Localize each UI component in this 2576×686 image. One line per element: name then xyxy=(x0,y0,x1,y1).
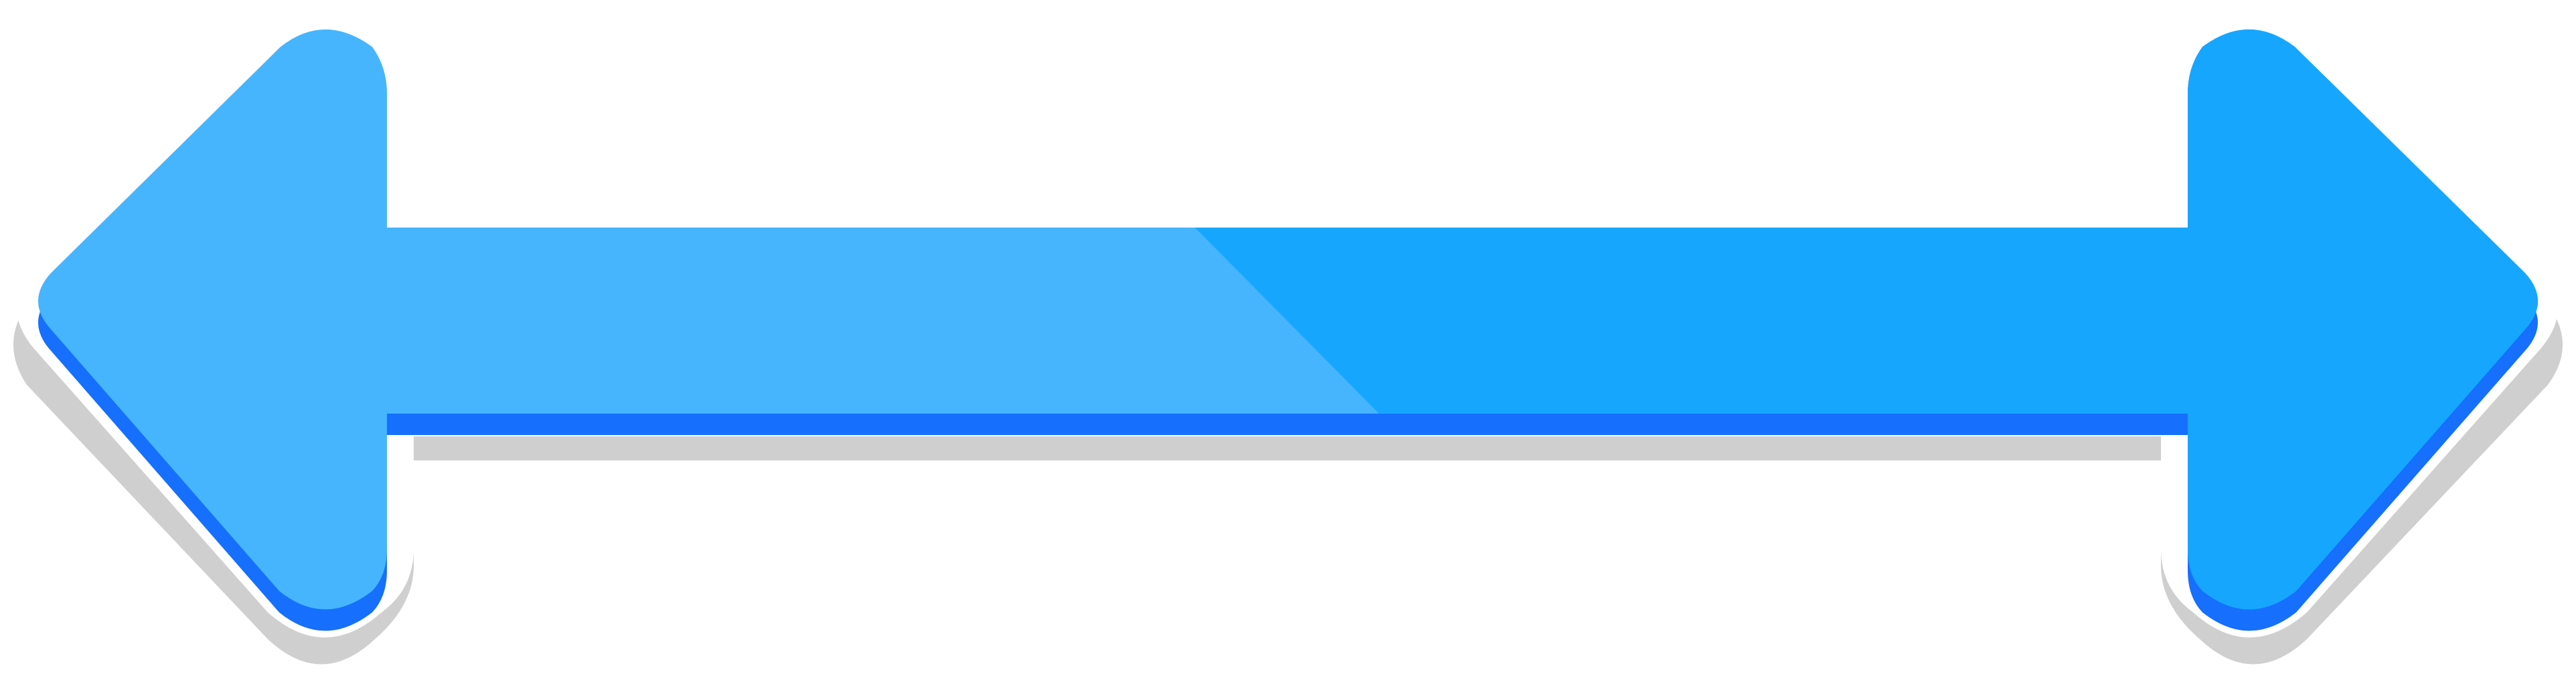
arrow-graphic-canvas xyxy=(13,29,2563,665)
double-arrow-icon xyxy=(13,29,2563,665)
